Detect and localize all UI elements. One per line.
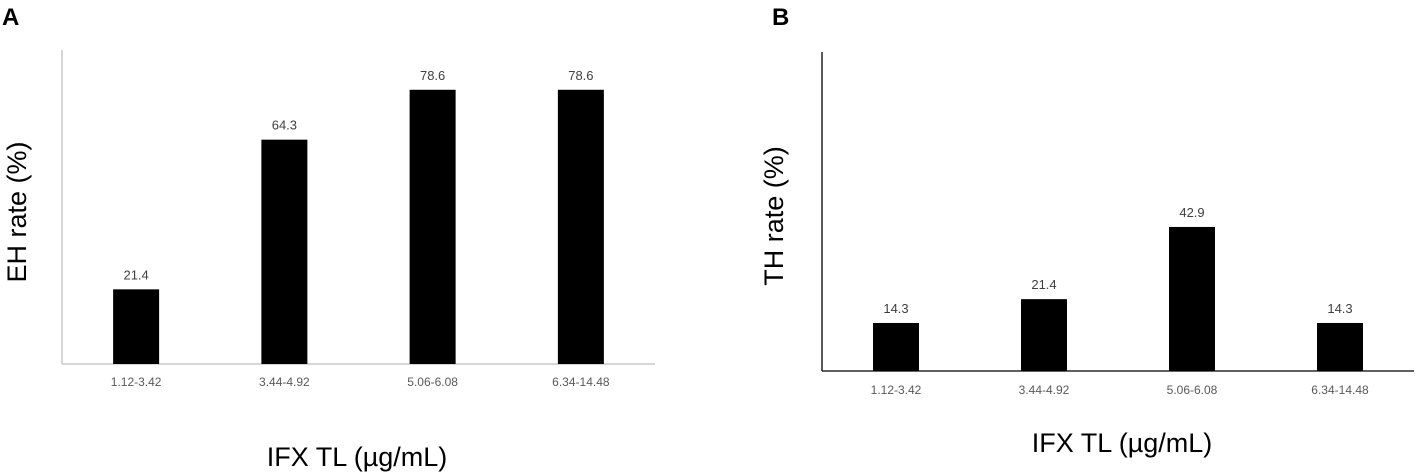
data-label-b-2: 21.4 [1031,277,1056,292]
x-tick-label-a-1: 1.12-3.42 [111,375,162,389]
data-label-a-4: 78.6 [568,68,593,83]
panel-letter-b: B [772,4,789,31]
data-label-b-1: 14.3 [883,301,908,316]
bars-a: 21.4 1.12-3.42 64.3 3.44-4.92 78.6 5.06-6.08 7… [111,68,610,389]
x-axis-title-a: IFX TL (µg/mL) [267,442,448,472]
bar-b-3 [1169,226,1215,371]
x-tick-label-b-3: 5.06-6.08 [1167,383,1218,397]
bar-b-4 [1317,322,1363,371]
panel-a: A EH rate (%) IFX TL (µg/mL) 21.4 1.12-3.… [2,4,655,472]
panel-b: B TH rate (%) IFX TL (µg/mL) 14.3 1.12-3.… [759,4,1414,458]
y-axis-title-a: EH rate (%) [2,141,32,282]
x-tick-label-a-3: 5.06-6.08 [407,375,458,389]
data-label-a-2: 64.3 [272,118,297,133]
x-tick-label-b-1: 1.12-3.42 [871,383,922,397]
bar-a-4 [557,89,604,365]
bar-a-1 [113,289,160,364]
x-axis-title-b: IFX TL (µg/mL) [1032,428,1213,458]
x-tick-label-a-4: 6.34-14.48 [552,375,610,389]
x-tick-label-b-2: 3.44-4.92 [1019,383,1070,397]
bars-b: 14.3 1.12-3.42 21.4 3.44-4.92 42.9 5.06-6.08 1… [871,205,1369,397]
data-label-a-1: 21.4 [123,267,148,282]
data-label-a-3: 78.6 [420,68,445,83]
bar-a-2 [261,139,308,364]
bar-b-1 [873,322,919,371]
y-axis-title-b: TH rate (%) [759,146,789,286]
bar-b-2 [1021,299,1067,371]
data-label-b-3: 42.9 [1179,205,1204,220]
data-label-b-4: 14.3 [1327,301,1352,316]
x-tick-label-a-2: 3.44-4.92 [259,375,310,389]
x-tick-label-b-4: 6.34-14.48 [1311,383,1369,397]
bar-a-3 [409,89,456,365]
panel-letter-a: A [2,4,19,31]
